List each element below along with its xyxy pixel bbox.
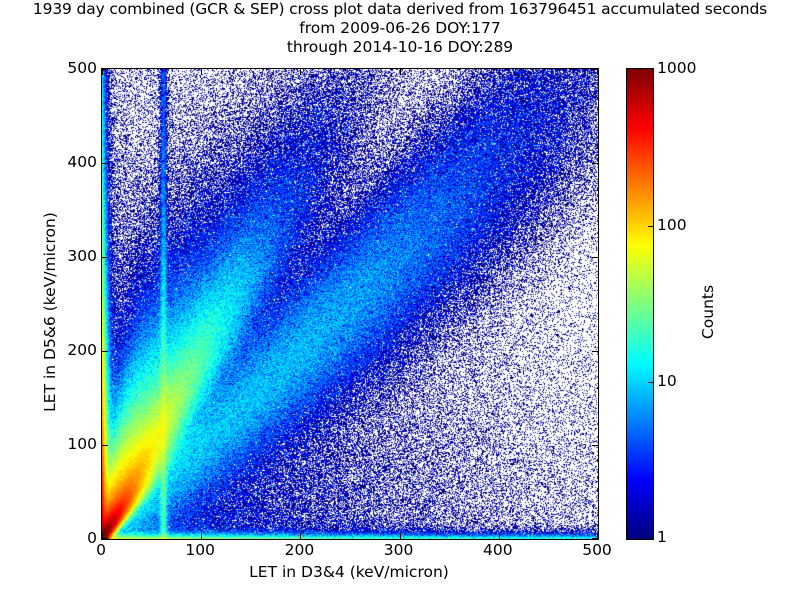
x-tick-0 [102,533,103,539]
x-tick-100 [201,533,203,539]
colorbar-tick-10 [648,382,653,384]
density-heatmap-canvas [102,69,598,539]
plot-area[interactable] [101,68,599,540]
y-ticklabel-500: 500 [67,59,97,77]
y-tick-500 [102,69,108,70]
y-tick-100 [102,445,108,446]
x-ticklabel-400: 400 [483,541,513,559]
x-ticklabel-500: 500 [582,541,612,559]
colorbar-ticklabel-1000: 1000 [657,59,697,77]
title-line-1: 1939 day combined (GCR & SEP) cross plot… [32,0,768,18]
x-ticklabel-300: 300 [383,541,414,559]
colorbar-tick-100 [648,225,653,227]
y-tick-200 [592,351,598,352]
colorbar-ticklabel-10: 10 [657,372,677,391]
y-tick-300 [592,257,598,258]
x-tick-400 [498,69,500,75]
x-ticklabel-100: 100 [185,541,215,559]
y-tick-100 [592,445,598,446]
y-ticklabel-400: 400 [67,153,97,171]
x-axis-label: LET in D3&4 (keV/micron) [249,563,449,581]
y-axis-label: LET in D5&6 (keV/micron) [41,212,59,412]
x-tick-0 [102,69,103,75]
title-line-2: from 2009-06-26 DOY:177 [299,19,501,37]
x-tick-400 [498,533,500,539]
colorbar-label: Counts [699,284,717,340]
y-tick-300 [102,257,108,258]
chart-title: 1939 day combined (GCR & SEP) cross plot… [0,0,800,57]
y-tick-400 [592,163,598,164]
x-tick-200 [300,533,302,539]
title-line-3: through 2014-10-16 DOY:289 [286,38,514,56]
y-ticklabel-200: 200 [67,341,97,359]
x-ticklabel-200: 200 [284,541,315,559]
colorbar-ticklabel-100: 100 [657,215,687,234]
x-tick-300 [399,533,401,539]
y-ticklabel-300: 300 [67,247,97,265]
x-tick-500 [597,69,598,75]
x-tick-200 [300,69,302,75]
y-tick-500 [592,69,598,70]
x-tick-100 [201,69,203,75]
colorbar-gradient [627,69,653,539]
colorbar[interactable] [626,68,654,540]
x-tick-300 [399,69,401,75]
x-tick-500 [597,533,598,539]
y-tick-400 [102,163,108,164]
x-ticklabel-0: 0 [96,541,106,559]
y-ticklabel-0: 0 [87,529,97,547]
colorbar-ticklabel-1: 1 [657,528,667,546]
y-tick-200 [102,351,108,352]
y-tick-0 [102,538,108,539]
y-ticklabel-100: 100 [67,435,97,453]
y-tick-0 [592,538,598,539]
